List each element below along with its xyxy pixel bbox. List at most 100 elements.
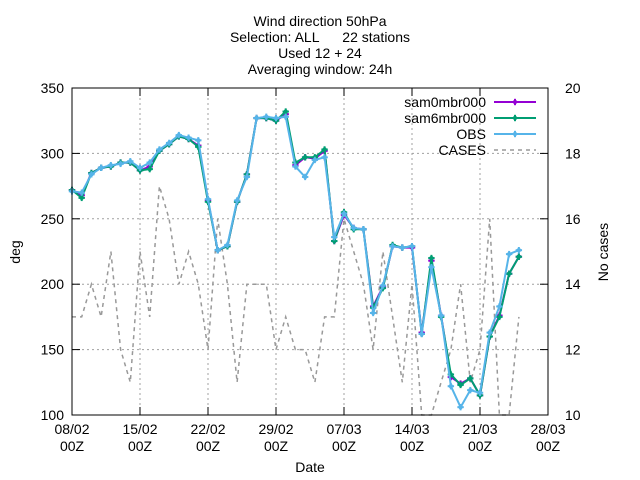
point-OBS-marker bbox=[254, 115, 259, 121]
point-OBS-marker bbox=[341, 211, 347, 216]
y-axis-label: deg bbox=[7, 240, 23, 263]
legend-label-sam0mbr000: sam0mbr000 bbox=[404, 94, 486, 110]
point-sam6mbr000-marker bbox=[468, 376, 473, 381]
point-OBS-marker bbox=[186, 135, 191, 140]
legend-OBS-marker bbox=[512, 131, 518, 137]
point-sam6mbr000-marker bbox=[302, 155, 308, 160]
x-tick-label-hour: 00Z bbox=[128, 438, 153, 454]
point-OBS-marker bbox=[273, 115, 279, 121]
point-OBS-marker bbox=[118, 161, 123, 167]
y2-tick-label: 18 bbox=[565, 145, 581, 161]
point-OBS-marker bbox=[380, 283, 386, 288]
x-tick-label-hour: 00Z bbox=[468, 438, 493, 454]
point-OBS-marker bbox=[448, 384, 454, 389]
title-line-3: Used 12 + 24 bbox=[278, 45, 362, 61]
legend-label-OBS: OBS bbox=[456, 126, 486, 142]
point-OBS-marker bbox=[137, 165, 143, 170]
point-OBS-marker bbox=[312, 157, 318, 163]
point-OBS-marker bbox=[516, 247, 522, 253]
x-tick-label-date: 28/03 bbox=[530, 421, 565, 437]
y-tick-label: 350 bbox=[41, 80, 65, 96]
point-OBS-marker bbox=[147, 160, 152, 165]
legend-label-sam6mbr000: sam6mbr000 bbox=[404, 110, 486, 126]
tick-layer: 10015020025030035010121416182008/0200Z15… bbox=[41, 80, 581, 454]
x-tick-label-hour: 00Z bbox=[536, 438, 561, 454]
point-OBS-marker bbox=[419, 331, 424, 337]
grid-lines bbox=[72, 88, 548, 415]
point-OBS-marker bbox=[157, 147, 162, 152]
point-OBS-marker bbox=[205, 196, 211, 202]
y2-axis-label: No cases bbox=[595, 223, 611, 281]
point-OBS-marker bbox=[487, 330, 492, 335]
x-tick-label-date: 21/03 bbox=[462, 421, 497, 437]
point-OBS-marker bbox=[166, 140, 172, 146]
point-sam6mbr000-marker bbox=[322, 147, 327, 152]
point-OBS-marker bbox=[332, 234, 337, 240]
point-OBS-marker bbox=[429, 264, 434, 270]
y2-tick-label: 16 bbox=[565, 211, 581, 227]
point-OBS-marker bbox=[196, 138, 201, 143]
point-OBS-marker bbox=[438, 313, 444, 318]
series-line-CASES bbox=[72, 185, 520, 416]
series-OBS bbox=[68, 113, 523, 411]
chart-title: Wind direction 50hPa Selection: ALL 22 s… bbox=[230, 13, 410, 77]
point-OBS-marker bbox=[283, 114, 288, 119]
point-sam6mbr000-marker bbox=[147, 166, 152, 172]
x-tick-label-hour: 00Z bbox=[400, 438, 425, 454]
x-tick-label-hour: 00Z bbox=[196, 438, 221, 454]
point-OBS-marker bbox=[390, 244, 395, 249]
point-OBS-marker bbox=[244, 174, 250, 180]
x-tick-label-date: 22/02 bbox=[190, 421, 225, 437]
point-sam6mbr000-marker bbox=[506, 271, 512, 276]
legend-label-CASES: CASES bbox=[439, 142, 486, 158]
point-OBS-marker bbox=[293, 164, 298, 169]
point-OBS-marker bbox=[215, 247, 220, 253]
x-tick-label-hour: 00Z bbox=[60, 438, 85, 454]
point-OBS-marker bbox=[264, 114, 269, 119]
point-sam6mbr000-marker bbox=[79, 195, 84, 201]
point-OBS-marker bbox=[176, 132, 182, 138]
title-line-4: Averaging window: 24h bbox=[248, 61, 393, 77]
point-OBS-marker bbox=[458, 404, 463, 410]
point-OBS-marker bbox=[302, 174, 308, 180]
y2-tick-label: 20 bbox=[565, 80, 581, 96]
x-tick-label-date: 29/02 bbox=[258, 421, 293, 437]
point-OBS-marker bbox=[128, 159, 133, 164]
point-OBS-marker bbox=[108, 162, 114, 168]
point-OBS-marker bbox=[351, 225, 356, 231]
y-tick-label: 150 bbox=[41, 342, 65, 358]
legend-sam0mbr000-marker bbox=[512, 99, 518, 105]
point-OBS-marker bbox=[409, 244, 415, 249]
point-OBS-marker bbox=[225, 242, 230, 248]
title-line-1: Wind direction 50hPa bbox=[253, 13, 386, 29]
x-tick-label-date: 15/02 bbox=[122, 421, 157, 437]
y2-tick-label: 10 bbox=[565, 407, 581, 423]
y2-tick-label: 14 bbox=[565, 276, 581, 292]
x-tick-label-date: 08/02 bbox=[54, 421, 89, 437]
x-axis-label: Date bbox=[295, 459, 325, 475]
point-OBS-marker bbox=[234, 198, 240, 203]
x-tick-label-hour: 00Z bbox=[264, 438, 289, 454]
legend-sam6mbr000-marker bbox=[512, 115, 518, 121]
point-OBS-marker bbox=[506, 251, 512, 257]
y-tick-label: 300 bbox=[41, 145, 65, 161]
point-OBS-marker bbox=[89, 172, 94, 177]
plot-frame bbox=[71, 87, 549, 416]
point-OBS-marker bbox=[98, 165, 104, 170]
point-OBS-marker bbox=[79, 190, 84, 195]
point-OBS-marker bbox=[497, 304, 502, 309]
x-tick-label-date: 14/03 bbox=[394, 421, 429, 437]
point-OBS-marker bbox=[322, 155, 327, 160]
y-tick-label: 200 bbox=[41, 276, 65, 292]
point-OBS-marker bbox=[468, 387, 473, 393]
y2-tick-label: 12 bbox=[565, 342, 581, 358]
point-sam6mbr000-marker bbox=[516, 254, 522, 259]
y-tick-label: 100 bbox=[41, 407, 65, 423]
point-sam6mbr000-marker bbox=[332, 238, 337, 244]
point-sam6mbr000-marker bbox=[458, 382, 463, 388]
series-CASES bbox=[72, 185, 520, 416]
point-OBS-marker bbox=[400, 245, 405, 250]
point-OBS-marker bbox=[370, 310, 376, 316]
point-OBS-marker bbox=[477, 390, 483, 395]
